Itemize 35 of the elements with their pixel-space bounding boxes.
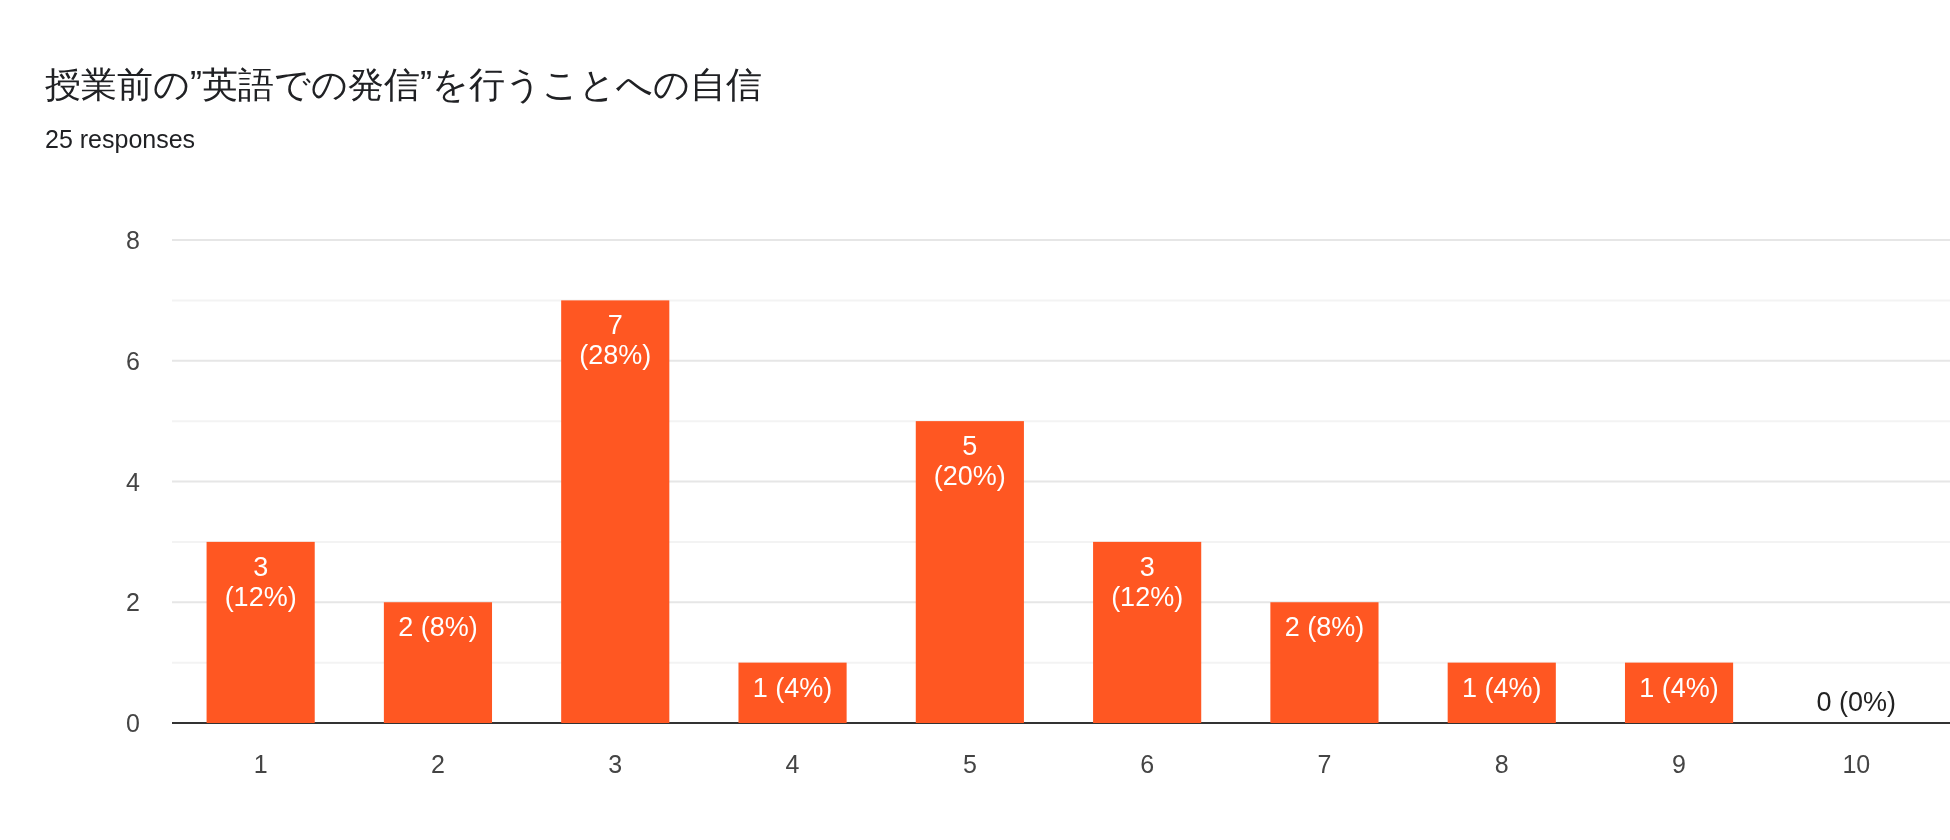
data-label: 2 (8%) xyxy=(398,612,478,643)
bar xyxy=(915,421,1024,723)
bar xyxy=(1624,662,1734,723)
y-tick-label: 2 xyxy=(126,588,140,617)
data-label: 5 (20%) xyxy=(933,431,1006,492)
x-tick-label: 4 xyxy=(785,750,800,778)
y-tick-label: 4 xyxy=(126,467,141,496)
bar xyxy=(1270,602,1379,723)
x-tick-label: 10 xyxy=(1842,750,1871,778)
bar xyxy=(1093,541,1202,723)
x-tick-label: 2 xyxy=(431,750,445,778)
x-tick-label: 6 xyxy=(1140,750,1155,778)
x-tick-label: 8 xyxy=(1494,750,1509,778)
x-tick-label: 7 xyxy=(1317,750,1332,778)
y-tick-label: 6 xyxy=(126,346,140,375)
data-label: 3 (12%) xyxy=(224,551,297,612)
chart-title: 授業前の”英語での発信”を行うことへの自信 xyxy=(45,64,762,105)
chart-subtitle: 25 responses xyxy=(45,125,196,153)
x-tick-label: 3 xyxy=(608,750,623,778)
data-label: 0 (0%) xyxy=(1816,687,1897,717)
bar xyxy=(738,662,847,723)
y-tick-label: 8 xyxy=(126,226,140,254)
data-label: 1 (4%) xyxy=(752,672,833,703)
data-label: 1 (4%) xyxy=(1461,672,1542,703)
bar xyxy=(561,300,670,723)
data-label: 1 (4%) xyxy=(1639,672,1719,703)
y-tick-label: 0 xyxy=(126,709,140,737)
data-label: 2 (8%) xyxy=(1284,612,1365,643)
x-tick-label: 5 xyxy=(962,750,977,778)
bar xyxy=(206,541,315,723)
x-tick-label: 1 xyxy=(253,750,268,778)
data-label: 3 (12%) xyxy=(1111,551,1184,612)
x-tick-label: 9 xyxy=(1672,750,1686,778)
data-label: 7 (28%) xyxy=(579,310,652,371)
bar xyxy=(383,602,493,723)
